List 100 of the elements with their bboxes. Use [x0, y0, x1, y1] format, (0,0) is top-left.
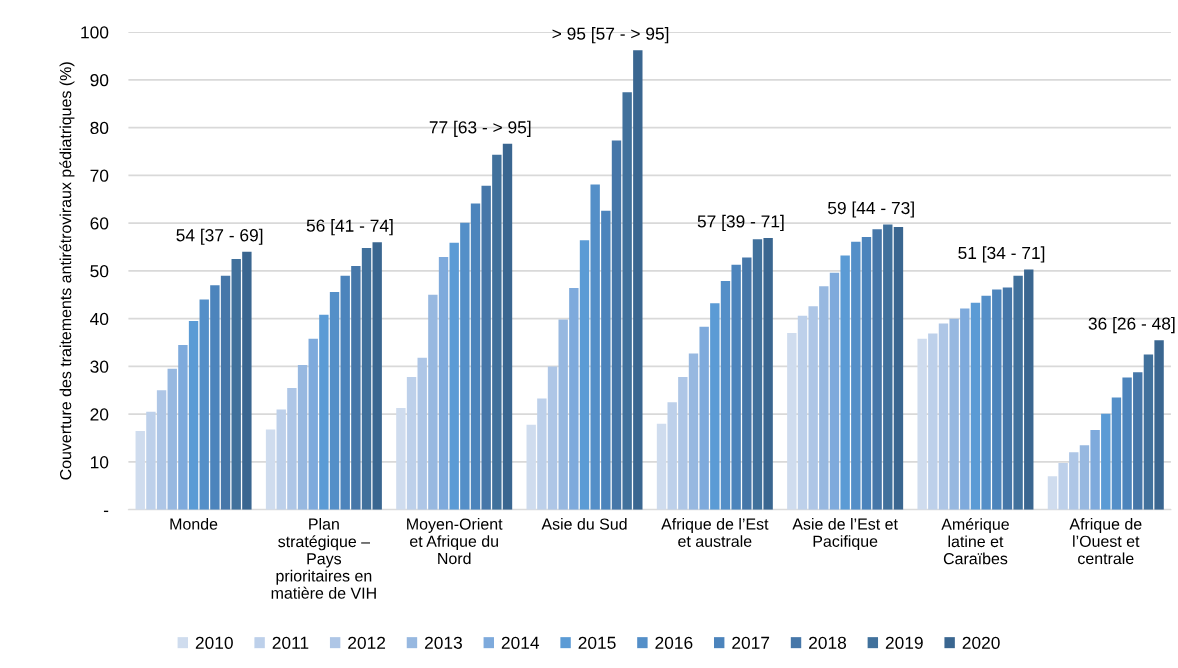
bar: [797, 315, 808, 510]
bar: [970, 302, 981, 510]
legend-label: 2017: [732, 636, 770, 649]
legend-label: 2014: [501, 636, 540, 649]
bar: [481, 185, 491, 510]
bar: [819, 286, 829, 510]
bar: [710, 303, 720, 510]
bar: [928, 333, 938, 510]
bar: [287, 387, 297, 510]
bar: [678, 376, 688, 510]
annotation: 56 [41 - 74]: [306, 219, 393, 236]
x-tick-label: Moyen-Orient et Afrique du Nord: [407, 518, 503, 565]
y-tick-label: 10: [90, 456, 109, 469]
bar: [656, 423, 667, 510]
bar: [308, 338, 318, 510]
bar: [893, 226, 904, 510]
bar: [319, 314, 329, 510]
bar: [1133, 372, 1143, 510]
legend-label: 2020: [962, 636, 1000, 649]
bar: [329, 291, 340, 510]
annotation: 57 [39 - 71]: [697, 214, 784, 231]
x-tick-label: Asie du Sud: [541, 518, 627, 530]
legend-label: 2010: [195, 636, 233, 649]
bar: [1058, 462, 1068, 510]
legend-label: 2019: [885, 636, 923, 649]
annotation: 51 [34 - 71]: [958, 246, 1045, 263]
y-tick-label: 20: [90, 408, 109, 421]
bar: [220, 275, 231, 510]
x-tick-label: Amérique latine et Caraïbes: [941, 518, 1009, 565]
bar: [558, 319, 568, 510]
bar: [840, 255, 850, 510]
bar: [861, 236, 872, 510]
bar: [276, 409, 286, 510]
y-tick-label: -: [103, 510, 109, 513]
bar: [428, 294, 438, 510]
bar: [1090, 429, 1100, 510]
bar: [1079, 445, 1090, 510]
bar: [938, 323, 949, 510]
y-tick-label: 100: [81, 26, 109, 39]
bar: [1047, 476, 1058, 510]
bar: [526, 424, 536, 510]
bar: [1069, 452, 1079, 510]
bar: [265, 429, 276, 510]
bar: [917, 338, 927, 510]
x-tick-label: Asie de l’Est et Pacifique: [792, 518, 898, 551]
bar: [438, 257, 449, 510]
bar: [851, 241, 861, 510]
x-tick-label: Monde: [170, 518, 218, 530]
bar: [340, 275, 350, 510]
y-tick-label: 60: [90, 217, 109, 230]
bar: [417, 357, 427, 510]
bar: [872, 229, 882, 510]
legend-label: 2016: [655, 636, 693, 649]
bar: [351, 266, 361, 510]
bar: [688, 353, 699, 510]
legend-label: 2012: [348, 636, 386, 649]
bar: [188, 321, 199, 510]
bar: [808, 306, 818, 510]
bar: [787, 332, 797, 510]
legend-label: 2011: [272, 636, 309, 649]
y-tick-label: 40: [90, 312, 109, 326]
bar: [611, 140, 622, 510]
x-tick-label: Afrique de l’Ouest et centrale: [1069, 518, 1142, 565]
annotation: 36 [26 - 48]: [1088, 317, 1175, 334]
bar: [167, 368, 177, 510]
bar: [449, 242, 459, 510]
bar: [699, 326, 709, 510]
bar: [829, 272, 840, 510]
bar: [1002, 287, 1013, 510]
bar: [547, 366, 558, 510]
y-tick-label: 80: [90, 121, 109, 135]
y-tick-label: 50: [90, 265, 109, 278]
bar: [178, 344, 188, 510]
bar: [883, 224, 893, 510]
y-tick-label: 30: [90, 360, 109, 373]
legend-label: 2018: [809, 636, 847, 649]
bar: [569, 288, 579, 510]
bar: [146, 411, 156, 510]
legend-label: 2013: [424, 636, 462, 649]
y-axis-title: Couverture des traitements antirétroviraux pédiatriques (%): [59, 62, 75, 480]
bar: [537, 398, 547, 510]
bar: [667, 402, 677, 510]
y-tick-label: 90: [90, 73, 109, 87]
bar: [135, 430, 145, 510]
annotation: 77 [63 - > 95]: [429, 120, 531, 137]
bar: [396, 407, 406, 510]
annotation: 59 [44 - 73]: [827, 201, 914, 218]
bar: [949, 318, 959, 510]
x-tick-label: Plan stratégique – Pays prioritaires en matière de VIH: [271, 518, 376, 599]
bar: [579, 240, 590, 510]
bar: [156, 390, 167, 510]
legend-label: 2015: [578, 636, 616, 649]
y-tick-label: 70: [90, 169, 109, 182]
annotation: 54 [37 - 69]: [176, 228, 263, 245]
bar: [1101, 413, 1111, 510]
annotation: > 95 [57 - > 95]: [552, 27, 669, 44]
x-tick-label: Afrique de l’Est et australe: [661, 518, 769, 547]
bar: [406, 376, 417, 510]
bar: [960, 308, 970, 510]
bar: [742, 257, 752, 510]
